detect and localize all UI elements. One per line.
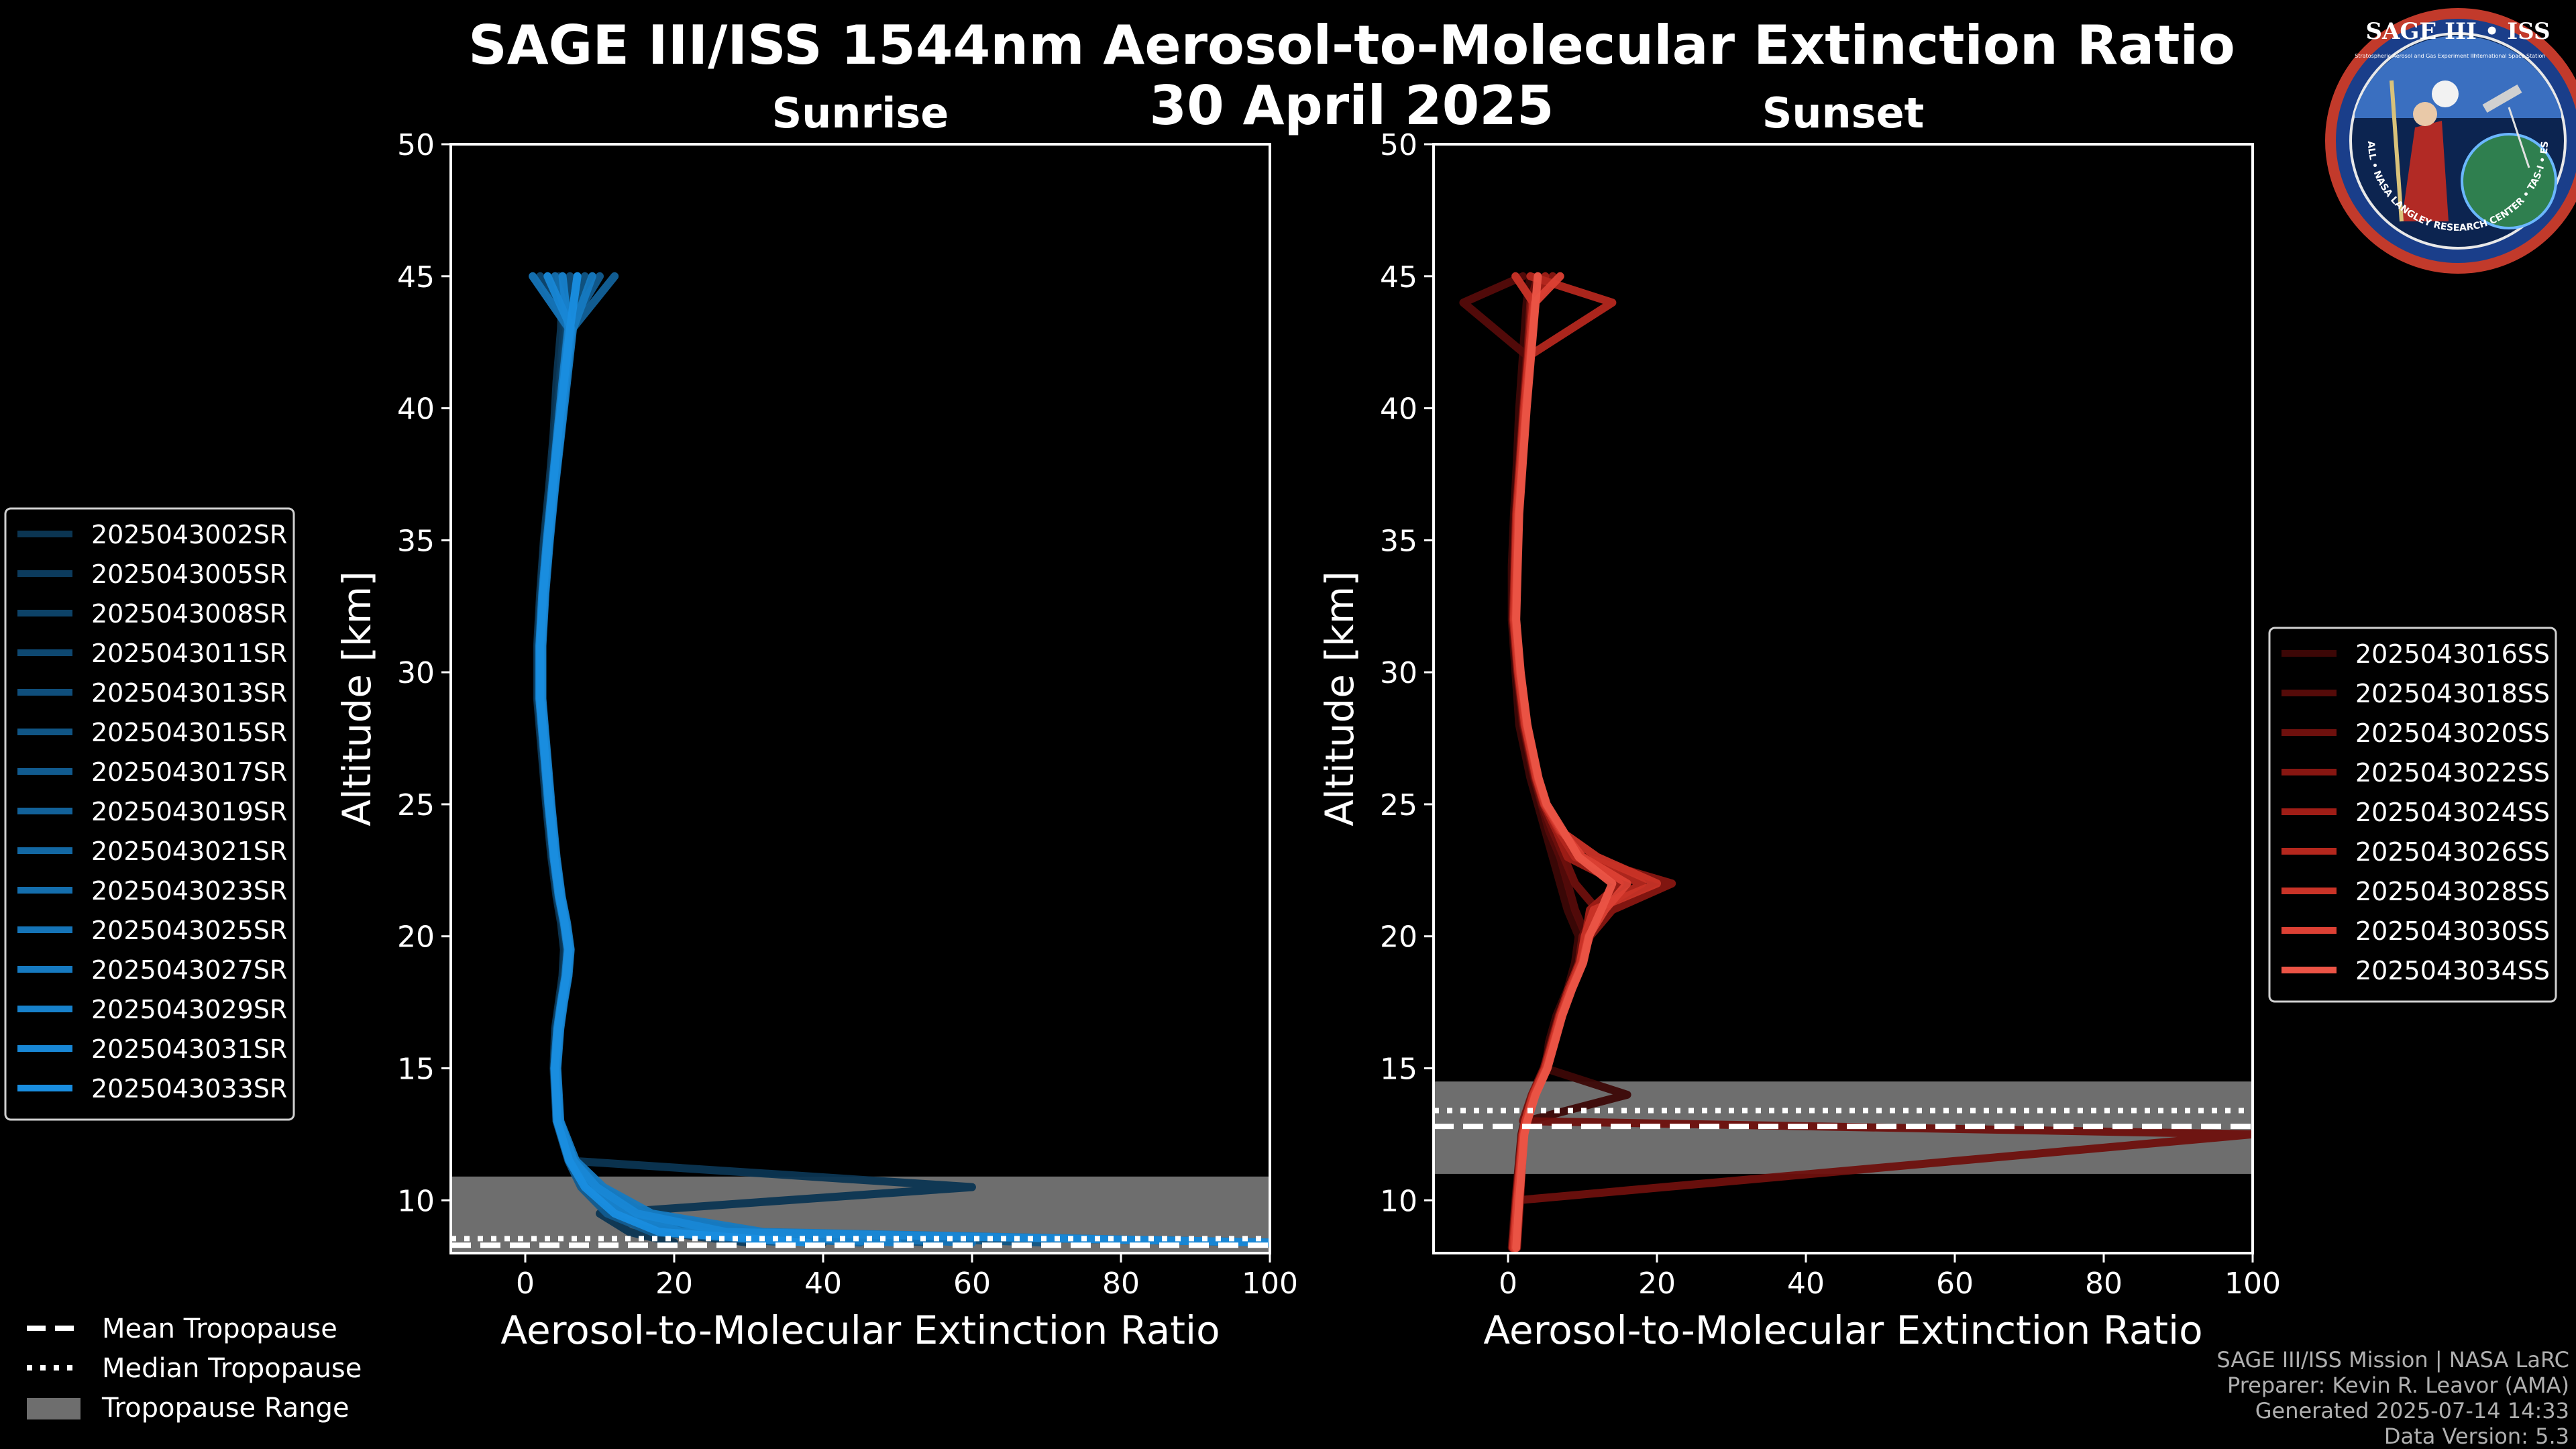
sunset-xtick-label: 80 xyxy=(2085,1267,2123,1301)
sunrise-legend-label: 2025043031SR xyxy=(91,1034,287,1064)
sunrise-legend-label: 2025043025SR xyxy=(91,916,287,945)
sunrise-xlabel: Aerosol-to-Molecular Extinction Ratio xyxy=(500,1307,1220,1353)
median-tropopause-label: Median Tropopause xyxy=(102,1353,362,1384)
sunset-ytick-label: 30 xyxy=(1380,656,1417,690)
sunrise-xtick-label: 60 xyxy=(953,1267,991,1301)
logo-title: SAGE III • ISS xyxy=(2365,18,2550,45)
logo-station: International Space Station xyxy=(2473,53,2546,59)
credit-line-2: Preparer: Kevin R. Leavor (AMA) xyxy=(2227,1373,2569,1398)
figure-head-icon xyxy=(2413,102,2437,126)
sunset-ytick-label: 50 xyxy=(1380,128,1417,162)
sunset-legend-label: 2025043016SS xyxy=(2355,639,2550,669)
sunrise-ytick-label: 35 xyxy=(397,524,435,558)
sunset-series-line-2025043034SS xyxy=(1512,272,1617,1252)
sunset-plot-frame xyxy=(1432,143,2254,1254)
logo-subtitle: Stratospheric Aerosol and Gas Experiment… xyxy=(2355,53,2475,59)
sunrise-ytick-label: 50 xyxy=(397,128,435,162)
sunrise-ylabel: Altitude [km] xyxy=(334,571,380,826)
credit-line-4: Data Version: 5.3 xyxy=(2384,1424,2569,1449)
sunset-legend-label: 2025043026SS xyxy=(2355,837,2550,867)
sunrise-xtick-label: 100 xyxy=(1242,1267,1298,1301)
sunrise-ytick-label: 45 xyxy=(397,260,435,294)
sunrise-ytick-label: 10 xyxy=(397,1184,435,1218)
sunset-panel-title: Sunset xyxy=(1762,89,1925,138)
staff-icon xyxy=(2390,80,2404,222)
sunrise-legend-label: 2025043029SR xyxy=(91,995,287,1024)
iss-icon xyxy=(2482,84,2522,113)
sunrise-xtick-label: 40 xyxy=(804,1267,842,1301)
sunset-legend-label: 2025043022SS xyxy=(2355,758,2550,788)
sunrise-series-line-2025043033SR xyxy=(536,272,812,1247)
sunset-ytick-label: 20 xyxy=(1380,920,1417,955)
sunrise-xtick-label: 80 xyxy=(1102,1267,1140,1301)
sunset-xtick-label: 100 xyxy=(2224,1267,2281,1301)
credit-line-1: SAGE III/ISS Mission | NASA LaRC xyxy=(2216,1347,2569,1373)
sunset-ytick-label: 25 xyxy=(1380,788,1417,822)
sunset-xtick-label: 0 xyxy=(1499,1267,1517,1301)
sunrise-legend-label: 2025043017SR xyxy=(91,757,287,787)
sunrise-legend-label: 2025043023SR xyxy=(91,876,287,906)
sunset-ytick-label: 10 xyxy=(1380,1184,1417,1218)
sunset-xtick-label: 20 xyxy=(1638,1267,1676,1301)
sunset-legend-box xyxy=(2268,627,2557,1003)
sunset-legend-label: 2025043034SS xyxy=(2355,956,2550,985)
sunrise-legend-label: 2025043005SR xyxy=(91,559,287,589)
sunrise-legend-label: 2025043027SR xyxy=(91,955,287,985)
sunset-xtick-label: 40 xyxy=(1787,1267,1825,1301)
sunrise-legend-label: 2025043002SR xyxy=(91,520,287,549)
sunset-panel: Sunset 0 20 40 60 80 100 10 15 20 25 30 35 40 45 50 Aero… xyxy=(1317,89,2281,1353)
sunset-ytick-label: 45 xyxy=(1380,260,1417,294)
iss-beam xyxy=(2508,107,2530,168)
earth-icon xyxy=(2462,134,2556,228)
credits: SAGE III/ISS Mission | NASA LaRC Prepare… xyxy=(2216,1347,2569,1449)
sunrise-legend-label: 2025043008SR xyxy=(91,599,287,629)
sunrise-legend-box xyxy=(4,507,295,1121)
earth-outline xyxy=(2461,133,2557,229)
sunrise-ytick-label: 30 xyxy=(397,656,435,690)
tropopause-range-label: Tropopause Range xyxy=(101,1393,350,1424)
sunrise-xtick-label: 0 xyxy=(516,1267,535,1301)
sunset-legend-label: 2025043024SS xyxy=(2355,798,2550,827)
mean-tropopause-label: Mean Tropopause xyxy=(102,1313,337,1344)
sunset-ytick-label: 40 xyxy=(1380,392,1417,427)
credit-line-3: Generated 2025-07-14 14:33 xyxy=(2255,1398,2569,1424)
sunrise-legend-label: 2025043033SR xyxy=(91,1074,287,1104)
figure-title: SAGE III/ISS 1544nm Aerosol-to-Molecular… xyxy=(468,14,2235,76)
sunrise-panel-title: Sunrise xyxy=(772,89,949,138)
figure-robe-icon xyxy=(2402,121,2449,221)
sunrise-legend-label: 2025043013SR xyxy=(91,678,287,708)
sunset-legend: 2025043016SS 2025043018SS 2025043020SS 2025… xyxy=(2268,627,2557,1003)
sunset-legend-label: 2025043018SS xyxy=(2355,679,2550,708)
figure-date: 30 April 2025 xyxy=(1149,74,1554,137)
sunset-legend-label: 2025043030SS xyxy=(2355,916,2550,946)
sunset-xlabel: Aerosol-to-Molecular Extinction Ratio xyxy=(1483,1307,2202,1353)
sunrise-series-group xyxy=(529,272,1270,1247)
sunset-legend-label: 2025043020SS xyxy=(2355,718,2550,748)
sunrise-legend-label: 2025043011SR xyxy=(91,639,287,668)
sunrise-legend-label: 2025043019SR xyxy=(91,797,287,826)
sunrise-ytick-label: 15 xyxy=(397,1053,435,1087)
sunset-ytick-label: 35 xyxy=(1380,524,1417,558)
sunrise-legend: 2025043002SR 2025043005SR 2025043008SR 2025… xyxy=(4,507,295,1121)
sunrise-panel: Sunrise 0 20 40 60 80 100 10 15 20 25 30 35 40 45 50 Aer… xyxy=(334,89,1298,1353)
tropopause-range-swatch xyxy=(27,1398,80,1419)
sunset-xtick-label: 60 xyxy=(1936,1267,1974,1301)
sunrise-ytick-label: 40 xyxy=(397,392,435,427)
moon-icon xyxy=(2432,80,2459,107)
sunrise-plot-area xyxy=(451,144,1270,1253)
sunrise-legend-label: 2025043021SR xyxy=(91,837,287,866)
sunrise-plot-frame xyxy=(449,143,1271,1254)
sunset-ylabel: Altitude [km] xyxy=(1317,571,1362,826)
sunrise-xtick-label: 20 xyxy=(655,1267,693,1301)
sunrise-legend-label: 2025043015SR xyxy=(91,718,287,747)
sunset-legend-label: 2025043028SS xyxy=(2355,877,2550,906)
sunrise-ytick-label: 20 xyxy=(397,920,435,955)
sunrise-ytick-label: 25 xyxy=(397,788,435,822)
sunset-ytick-label: 15 xyxy=(1380,1053,1417,1087)
tropopause-legend: Mean Tropopause Median Tropopause Tropop… xyxy=(27,1313,362,1424)
sunset-series-group xyxy=(1459,272,2253,1252)
